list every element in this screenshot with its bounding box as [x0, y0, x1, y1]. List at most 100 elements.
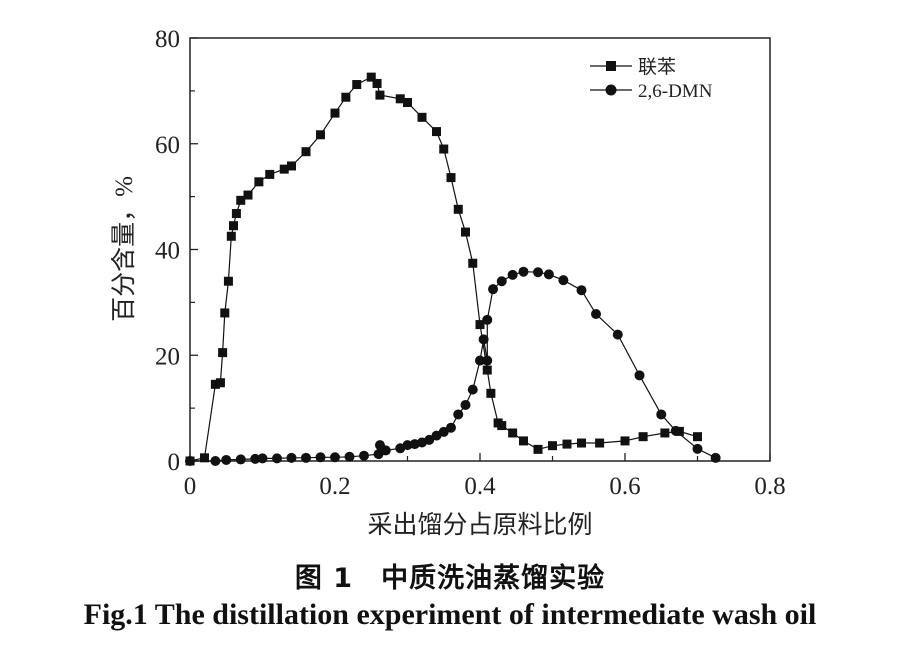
- data-point: [330, 452, 340, 463]
- data-point: [231, 209, 241, 219]
- data-point: [380, 445, 391, 456]
- data-point: [467, 384, 478, 395]
- data-point: [612, 329, 623, 340]
- x-tick-label: 0.6: [609, 473, 640, 500]
- data-point: [533, 267, 543, 278]
- data-point: [220, 308, 230, 318]
- data-point: [366, 72, 376, 82]
- x-axis-label: 采出馏分占原料比例: [367, 511, 592, 539]
- data-point: [507, 269, 518, 280]
- data-point: [257, 453, 268, 464]
- y-tick-label: 40: [155, 238, 180, 265]
- data-point: [693, 432, 702, 442]
- data-point: [638, 432, 648, 442]
- data-point: [301, 147, 311, 157]
- data-point: [287, 161, 296, 171]
- x-tick-label: 0.2: [319, 473, 350, 500]
- data-point: [486, 388, 496, 398]
- x-tick-label: 0: [184, 473, 197, 500]
- data-point: [482, 355, 493, 366]
- data-point: [218, 348, 228, 358]
- data-point: [453, 409, 464, 420]
- data-point: [518, 266, 529, 277]
- data-point: [543, 269, 554, 280]
- data-point: [453, 204, 463, 214]
- data-point: [215, 378, 225, 388]
- series-2: [185, 266, 721, 466]
- data-point: [660, 428, 670, 438]
- data-point: [710, 452, 721, 463]
- data-point: [508, 428, 518, 438]
- y-tick-label: 0: [168, 449, 181, 476]
- data-point: [438, 426, 449, 437]
- data-point: [446, 422, 456, 433]
- data-point: [488, 284, 499, 295]
- y-tick-label: 20: [155, 343, 180, 370]
- data-point: [475, 355, 485, 366]
- data-point: [210, 456, 221, 466]
- data-point: [548, 441, 557, 451]
- data-point: [482, 365, 492, 375]
- data-point: [620, 436, 630, 446]
- data-point: [460, 399, 471, 410]
- legend-marker: [605, 84, 617, 96]
- data-point: [279, 164, 289, 174]
- series-line: [189, 76, 698, 462]
- data-point: [301, 452, 311, 463]
- data-point: [478, 334, 489, 345]
- legend-label: 联苯: [638, 56, 676, 78]
- legend: 联苯 2,6-DMN: [590, 56, 713, 102]
- data-point: [223, 276, 233, 286]
- data-point: [272, 453, 282, 464]
- data-point: [591, 309, 601, 320]
- data-point: [595, 438, 605, 448]
- figure-caption-chinese: 图 1 中质洗油蒸馏实验: [294, 563, 606, 594]
- data-point: [461, 227, 470, 237]
- data-point: [210, 379, 220, 389]
- data-point: [577, 438, 586, 448]
- data-point: [439, 144, 449, 154]
- series-1: [185, 72, 702, 466]
- tick-labels: 0 0.2 0.4 0.6 0.8 0 20 40 60 80: [155, 26, 786, 500]
- data-point: [670, 425, 681, 436]
- data-point: [316, 130, 325, 140]
- legend-marker: [606, 61, 616, 71]
- data-point: [185, 456, 195, 466]
- data-point: [341, 92, 351, 102]
- data-point: [576, 285, 587, 296]
- y-tick-label: 60: [155, 132, 180, 159]
- data-point: [446, 173, 456, 183]
- data-point: [558, 275, 569, 286]
- legend-item: 联苯: [590, 56, 676, 78]
- data-point: [656, 409, 667, 420]
- data-point: [315, 452, 326, 463]
- data-point: [372, 78, 382, 88]
- series-line: [190, 271, 716, 462]
- data-point: [243, 190, 253, 200]
- data-point: [352, 80, 362, 90]
- figure-caption-english: Fig.1 The distillation experiment of int…: [83, 598, 817, 631]
- data-point: [496, 276, 507, 287]
- data-point: [475, 320, 485, 330]
- data-point: [344, 451, 355, 462]
- data-point: [482, 314, 493, 325]
- data-point: [634, 370, 645, 381]
- y-tick-label: 80: [155, 26, 180, 53]
- data-point: [403, 98, 412, 108]
- data-point: [236, 195, 246, 205]
- data-point: [468, 258, 478, 268]
- data-point: [519, 436, 528, 446]
- data-point: [497, 421, 507, 431]
- data-point: [265, 169, 275, 179]
- data-point: [250, 453, 261, 464]
- data-point: [375, 90, 385, 100]
- data-point: [424, 434, 435, 445]
- series-layer: [185, 72, 721, 466]
- data-point: [562, 439, 572, 449]
- data-point: [359, 450, 369, 461]
- data-point: [417, 112, 427, 122]
- data-point: [533, 444, 543, 454]
- legend-label: 2,6-DMN: [638, 81, 713, 102]
- x-tick-label: 0.8: [754, 473, 785, 500]
